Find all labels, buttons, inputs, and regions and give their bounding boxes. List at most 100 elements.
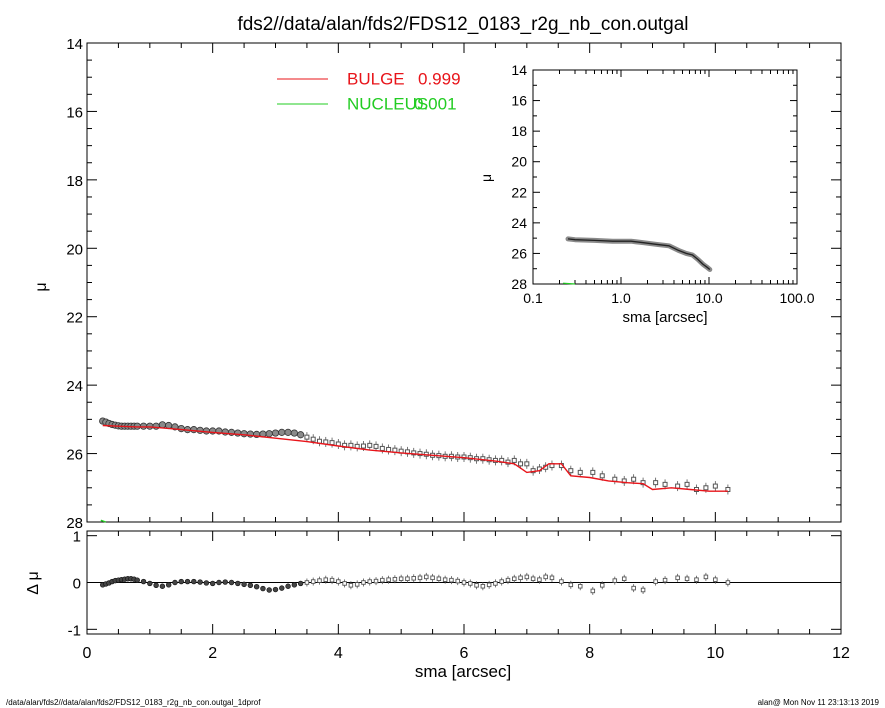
inset-xtick-label: 1.0 (611, 290, 631, 306)
residual-point (367, 579, 373, 584)
legend-bulge-value: 0.999 (418, 69, 461, 88)
xtick-label: 8 (585, 645, 594, 662)
residual-point (247, 582, 254, 589)
xtick-label: 6 (460, 645, 469, 662)
data-point (577, 469, 583, 475)
residual-point (203, 580, 210, 586)
residual-ytick-label: 1 (73, 529, 81, 546)
inset-ytick-label: 22 (511, 184, 527, 200)
residual-point (386, 577, 391, 582)
residual-point (518, 575, 523, 581)
residual-point (361, 580, 366, 585)
data-point (480, 456, 486, 462)
residual-point (694, 577, 699, 582)
data-point (524, 461, 530, 467)
legend-nucleus-value: 0.001 (414, 94, 457, 113)
residual-point (512, 576, 517, 582)
inset-ylabel: μ (478, 174, 494, 182)
residual-point (449, 577, 454, 583)
residual-point (713, 577, 718, 582)
data-point (703, 485, 709, 491)
residual-point (543, 574, 548, 580)
residual-point (253, 584, 260, 590)
residual-point (505, 577, 511, 583)
data-point (675, 483, 681, 489)
xtick-label: 2 (208, 645, 217, 662)
residual-point (134, 577, 140, 583)
main-axis-ticks: 14 16 18 20 22 24 26 28 (66, 36, 842, 532)
inset-profile-line (567, 238, 711, 271)
inset-xtick-label: 0.1 (523, 290, 543, 306)
xtick-label: 10 (706, 645, 724, 662)
main-ylabel: μ (33, 282, 50, 291)
inset-ytick-label: 20 (511, 154, 527, 170)
legend-bulge-label: BULGE (347, 69, 405, 88)
residual-point (640, 587, 646, 593)
data-point (568, 468, 574, 474)
residual-point (291, 582, 298, 588)
data-point (284, 428, 292, 436)
inset-xtick-label: 100.0 (779, 290, 814, 306)
main-ytick-label: 28 (66, 515, 83, 532)
residual-point (297, 580, 304, 587)
residual-ytick-label: 0 (73, 576, 81, 593)
data-point (329, 440, 335, 446)
residual-point (197, 579, 203, 585)
data-point (152, 422, 160, 430)
main-plot-series (99, 417, 731, 523)
inset-ytick-label: 18 (511, 123, 527, 139)
residual-point (461, 580, 467, 585)
inset-xlabel: sma [arcsec] (622, 309, 707, 326)
residual-point (486, 582, 492, 588)
residual-point (209, 580, 216, 587)
residual-point (493, 581, 498, 586)
residual-point (725, 580, 731, 585)
inset-plot-series (563, 236, 713, 285)
residual-point (480, 583, 486, 589)
residual-point (310, 579, 316, 584)
inset-ytick-label: 16 (511, 93, 527, 109)
main-ytick-label: 18 (66, 173, 83, 190)
residual-point (184, 578, 191, 585)
residual-point (317, 578, 322, 583)
data-point (196, 426, 204, 434)
data-point (221, 428, 229, 436)
residual-point (590, 588, 596, 594)
residual-point (524, 574, 530, 580)
residual-point (272, 586, 279, 593)
data-point (367, 442, 373, 448)
residual-point (621, 576, 627, 582)
inset-ytick-label: 28 (511, 276, 527, 292)
inset-plot-frame (532, 69, 798, 285)
residual-point (191, 578, 197, 585)
residual-point (172, 579, 178, 586)
residual-point (442, 577, 448, 582)
residual-point (241, 581, 247, 588)
data-point (518, 461, 524, 467)
residual-point (405, 576, 410, 582)
residual-point (430, 575, 435, 581)
residual-point (675, 575, 680, 581)
data-point (310, 436, 316, 442)
footer-timestamp: alan@ Mon Nov 11 23:13:13 2019 (758, 698, 880, 707)
residual-point (304, 580, 310, 585)
main-ytick-label: 22 (66, 310, 83, 327)
residual-point (348, 583, 354, 588)
residual-point (392, 576, 398, 582)
data-point (373, 443, 379, 449)
residual-point (228, 579, 235, 586)
residual-point (411, 576, 416, 581)
residual-point (455, 578, 460, 584)
inset-ytick-label: 14 (511, 62, 527, 78)
footer-file-path: /data/alan/fds2//data/alan/fds2/FDS12_01… (6, 698, 261, 707)
residual-point (373, 578, 379, 584)
residual-point (612, 578, 618, 583)
residual-point (323, 577, 329, 582)
data-point (271, 429, 280, 437)
residual-point (279, 585, 285, 591)
data-point (684, 481, 690, 487)
residual-point (631, 585, 636, 591)
bulge-model-line (102, 424, 728, 492)
residual-point (285, 583, 291, 589)
